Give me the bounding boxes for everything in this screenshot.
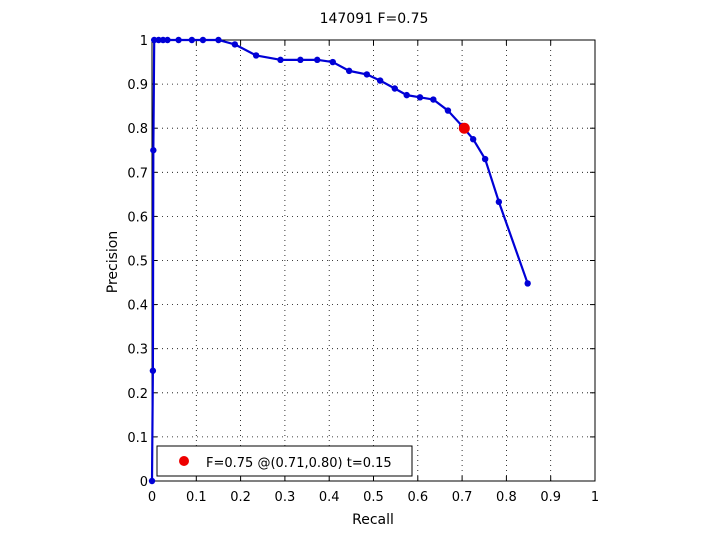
x-tick-label: 0.7	[452, 490, 473, 505]
pr-curve-point	[199, 36, 207, 44]
y-tick-label: 0.8	[127, 122, 148, 137]
pr-curve-point	[155, 36, 162, 44]
best-f-point	[458, 122, 470, 134]
pr-curve-point	[252, 52, 260, 59]
y-tick-label: 0.2	[127, 387, 148, 402]
legend: F=0.75 @(0.71,0.80) t=0.15	[156, 445, 413, 477]
pr-curve-point	[469, 136, 477, 143]
pr-curve-point	[188, 36, 196, 44]
y-tick-label: 0.4	[127, 299, 148, 314]
y-tick-label: 0.6	[127, 210, 148, 225]
pr-curve-point	[231, 41, 239, 48]
x-tick-label: 0.2	[230, 490, 251, 505]
pr-curve-point	[297, 56, 304, 64]
pr-curve-point	[363, 71, 371, 78]
pr-curve-point	[175, 36, 182, 44]
pr-curve-point	[444, 107, 452, 114]
chart-title: 147091 F=0.75	[320, 11, 429, 27]
pr-curve-point	[416, 94, 424, 101]
x-tick-label: 0.5	[363, 490, 384, 505]
pr-curve-point	[481, 155, 489, 163]
y-axis-title: Precision	[105, 231, 121, 293]
pr-curve-point	[148, 477, 156, 485]
y-tick-label: 0	[140, 475, 148, 490]
pr-curve-point	[314, 56, 321, 64]
x-axis-title: Recall	[352, 512, 394, 528]
pr-curve-point	[215, 36, 222, 44]
y-tick-label: 0.5	[127, 255, 148, 270]
pr-curve-point	[149, 367, 157, 374]
pr-curve-point	[329, 58, 336, 66]
y-tick-label: 0.9	[127, 78, 148, 93]
y-axis: 0 0.1 0.2 0.3 0.4 0.5 0.6 0.7 0.8 0.9 1	[127, 34, 595, 490]
pr-curve-line	[150, 38, 529, 482]
x-tick-label: 0	[148, 490, 156, 505]
pr-curve-point	[151, 36, 158, 44]
x-axis: 0 0.1 0.2 0.3 0.4 0.5 0.6 0.7 0.8 0.9 1	[148, 40, 599, 505]
y-tick-label: 0.1	[127, 431, 148, 446]
pr-curve-point	[150, 147, 157, 154]
x-tick-label: 0.4	[319, 490, 340, 505]
legend-box	[156, 445, 413, 477]
legend-text: F=0.75 @(0.71,0.80) t=0.15	[206, 456, 392, 471]
x-tick-label: 1	[591, 490, 599, 505]
x-tick-label: 0.6	[407, 490, 428, 505]
y-tick-label: 1	[140, 34, 148, 49]
legend-marker	[179, 456, 189, 466]
series-group	[148, 36, 531, 485]
pr-curve-point	[524, 280, 531, 287]
pr-curve-point	[495, 198, 503, 206]
pr-curve-point	[430, 96, 437, 103]
x-tick-label: 0.8	[496, 490, 517, 505]
pr-curve-point	[164, 36, 171, 44]
pr-curve-point	[376, 77, 384, 84]
pr-curve-point	[391, 85, 398, 92]
y-tick-label: 0.7	[127, 166, 148, 181]
pr-curve-point	[159, 36, 167, 44]
pr-curve-point	[277, 56, 284, 64]
x-tick-label: 0.3	[275, 490, 296, 505]
y-tick-label: 0.3	[127, 343, 148, 358]
x-tick-label: 0.9	[540, 490, 561, 505]
pr-curve-point	[345, 67, 353, 75]
grid	[152, 40, 595, 481]
pr-curve-point	[403, 91, 410, 99]
x-tick-label: 0.1	[186, 490, 207, 505]
